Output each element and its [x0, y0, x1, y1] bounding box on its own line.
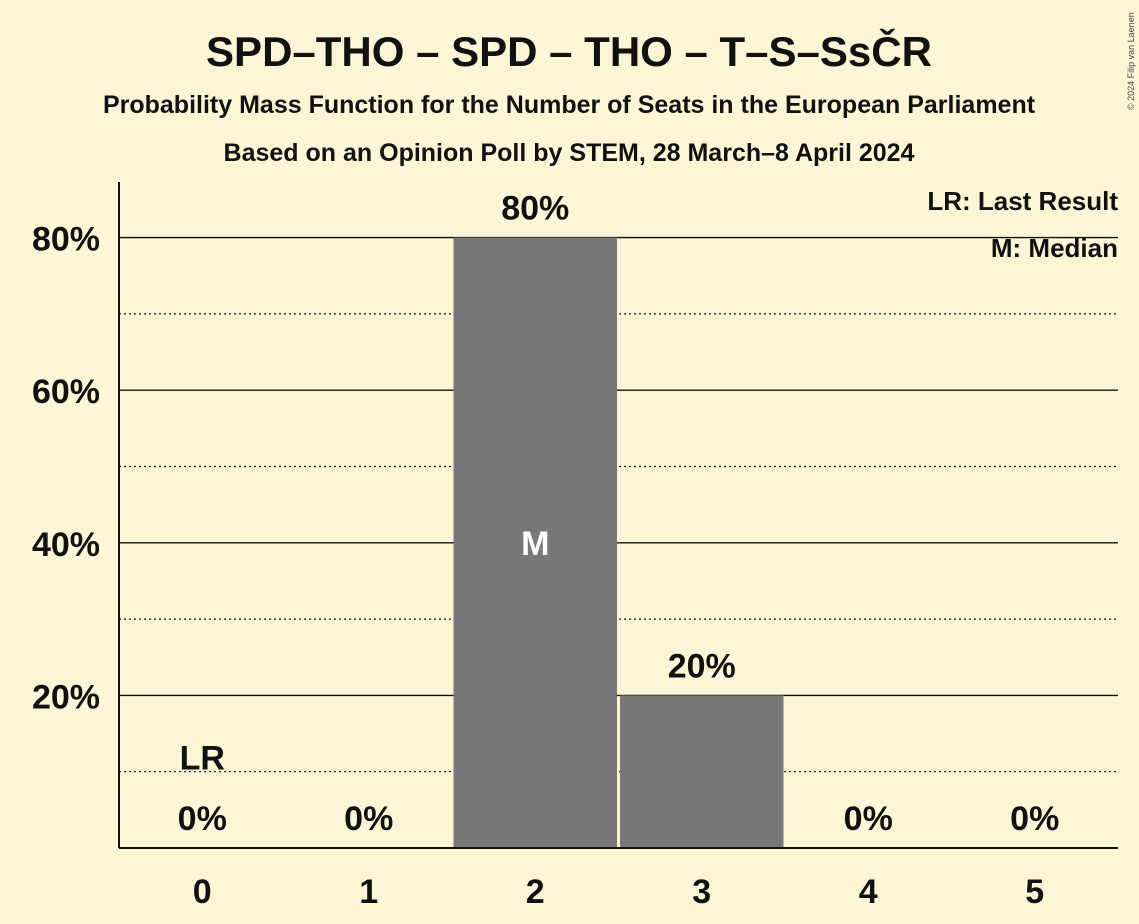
- gridlines: [119, 236, 1118, 773]
- bars: [453, 237, 784, 849]
- x-tick-label: 4: [859, 873, 878, 911]
- legend-median: M: Median: [991, 233, 1118, 263]
- x-tick-label: 0: [193, 873, 212, 911]
- copyright-notice: © 2024 Filip van Laenen: [1126, 12, 1136, 110]
- legend-last-result: LR: Last Result: [927, 186, 1118, 216]
- value-label: 20%: [668, 647, 736, 685]
- bar-seats-3: [620, 695, 784, 848]
- x-tick-label: 1: [359, 873, 378, 911]
- value-label: 0%: [844, 800, 893, 838]
- value-label: 0%: [1010, 800, 1059, 838]
- value-label: 80%: [501, 190, 569, 228]
- x-tick-label: 3: [692, 873, 711, 911]
- chart-subtitle: Probability Mass Function for the Number…: [103, 91, 1036, 119]
- median-marker: M: [521, 525, 549, 563]
- value-label: 0%: [178, 800, 227, 838]
- y-tick-label: 80%: [32, 221, 100, 259]
- value-label: 0%: [344, 800, 393, 838]
- y-tick-label: 40%: [32, 526, 100, 564]
- y-tick-label: 60%: [32, 373, 100, 411]
- bar-seats-2: [453, 237, 617, 849]
- axes: [118, 182, 1118, 849]
- x-tick-label: 2: [526, 873, 545, 911]
- chart-title: SPD–THO – SPD – THO – T–S–SsČR: [206, 27, 932, 75]
- chart-source-line: Based on an Opinion Poll by STEM, 28 Mar…: [224, 139, 915, 167]
- x-tick-label: 5: [1025, 873, 1044, 911]
- last-result-marker: LR: [180, 740, 225, 778]
- y-tick-label: 20%: [32, 678, 100, 716]
